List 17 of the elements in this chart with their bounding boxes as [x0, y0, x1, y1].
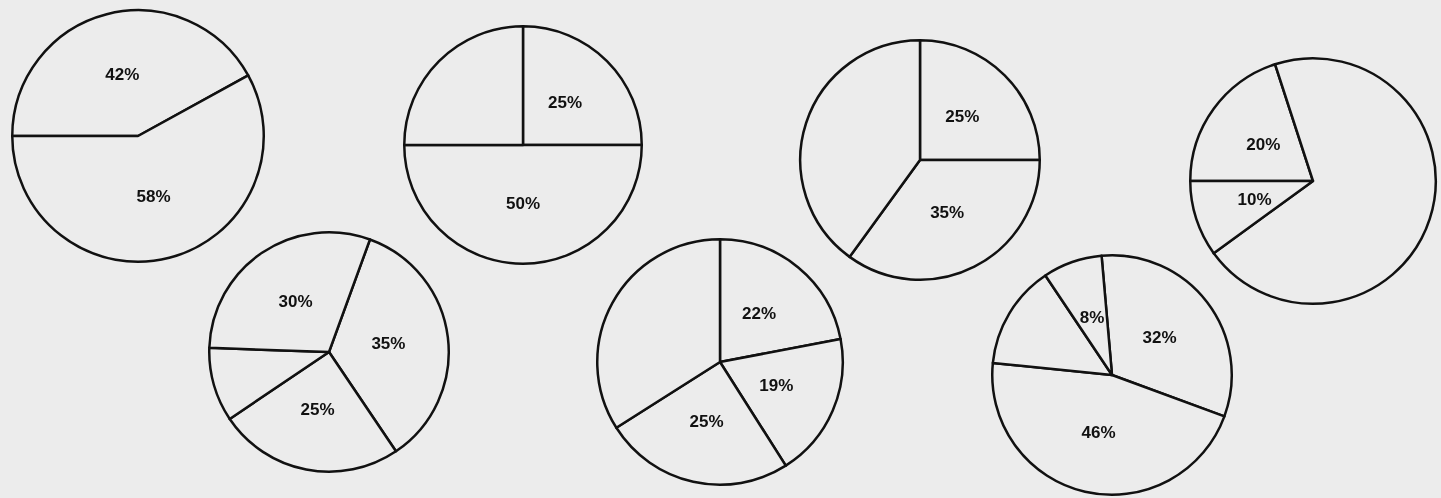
data-label: 25%: [300, 400, 335, 420]
data-label: 30%: [278, 292, 313, 312]
data-label: 32%: [1142, 328, 1177, 348]
data-label: 50%: [505, 194, 541, 214]
data-label: 8%: [1079, 308, 1105, 328]
data-label: 20%: [1246, 134, 1281, 154]
data-label: 46%: [1081, 423, 1116, 443]
data-label: 25%: [689, 411, 724, 431]
data-label: 25%: [945, 107, 980, 127]
data-label: 42%: [105, 64, 140, 84]
data-label: 35%: [930, 203, 965, 223]
data-label: 35%: [371, 334, 406, 354]
data-label: 58%: [136, 186, 171, 206]
data-label: 10%: [1237, 189, 1272, 209]
data-label: 22%: [742, 304, 777, 324]
data-label: 19%: [759, 376, 794, 396]
data-label: 25%: [547, 92, 582, 112]
